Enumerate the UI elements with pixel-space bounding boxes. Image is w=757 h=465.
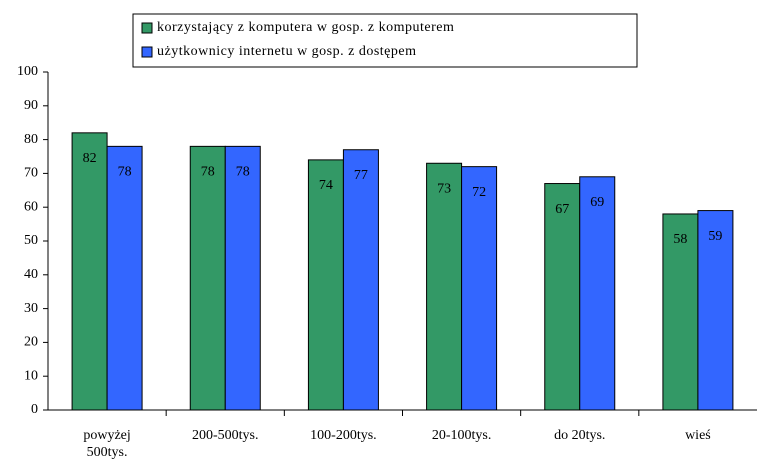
y-tick-label: 80 <box>24 132 38 147</box>
bar <box>579 176 616 411</box>
data-label: 82 <box>83 151 97 166</box>
y-tick-label: 30 <box>24 301 38 316</box>
y-tick-label: 60 <box>24 199 38 214</box>
data-label: 78 <box>201 165 215 180</box>
legend-swatch <box>141 46 153 58</box>
data-label: 77 <box>354 168 368 183</box>
x-tick-label: do 20tys. <box>554 428 606 443</box>
x-tick-label: powyżej 500tys. <box>83 428 131 460</box>
x-tick-label: 20-100tys. <box>431 428 492 443</box>
x-tick-label: 200-500tys. <box>192 428 259 443</box>
bar <box>224 145 261 411</box>
x-tick-label: 100-200tys. <box>310 428 377 443</box>
bar <box>697 210 734 411</box>
data-label: 69 <box>590 195 604 210</box>
y-tick-label: 70 <box>24 166 38 181</box>
bar <box>307 159 344 411</box>
x-tick-label: wieś <box>685 428 711 443</box>
data-label: 58 <box>673 232 687 247</box>
bar <box>461 166 498 411</box>
x-tick-label-box: 100-200tys. <box>310 428 377 443</box>
data-label: 78 <box>118 165 132 180</box>
bar <box>544 183 581 411</box>
bar <box>342 149 379 411</box>
data-label: 72 <box>472 185 486 200</box>
data-label: 67 <box>555 202 569 217</box>
data-label: 78 <box>236 165 250 180</box>
legend-label: korzystający z komputera w gosp. z kompu… <box>157 20 454 35</box>
legend-swatch <box>141 22 153 34</box>
bar <box>106 145 143 411</box>
x-tick-label-box: wieś <box>685 428 711 443</box>
y-tick-label: 50 <box>24 233 38 248</box>
bar <box>426 162 463 411</box>
data-label: 73 <box>437 181 451 196</box>
y-tick-label: 20 <box>24 335 38 350</box>
y-tick-label: 0 <box>31 402 38 417</box>
legend-box <box>132 13 638 68</box>
x-tick-label-box: 200-500tys. <box>192 428 259 443</box>
y-tick-label: 10 <box>24 368 38 383</box>
data-label: 74 <box>319 178 333 193</box>
data-label: 59 <box>708 229 722 244</box>
y-tick-label: 40 <box>24 267 38 282</box>
y-tick-label: 100 <box>17 64 38 79</box>
x-tick-label-box: powyżej 500tys. <box>83 428 131 460</box>
bar <box>71 132 108 411</box>
legend-label: użytkownicy internetu w gosp. z dostępem <box>157 44 417 59</box>
y-tick-label: 90 <box>24 98 38 113</box>
x-tick-label-box: 20-100tys. <box>431 428 492 443</box>
bar <box>189 145 226 411</box>
x-tick-label-box: do 20tys. <box>554 428 606 443</box>
